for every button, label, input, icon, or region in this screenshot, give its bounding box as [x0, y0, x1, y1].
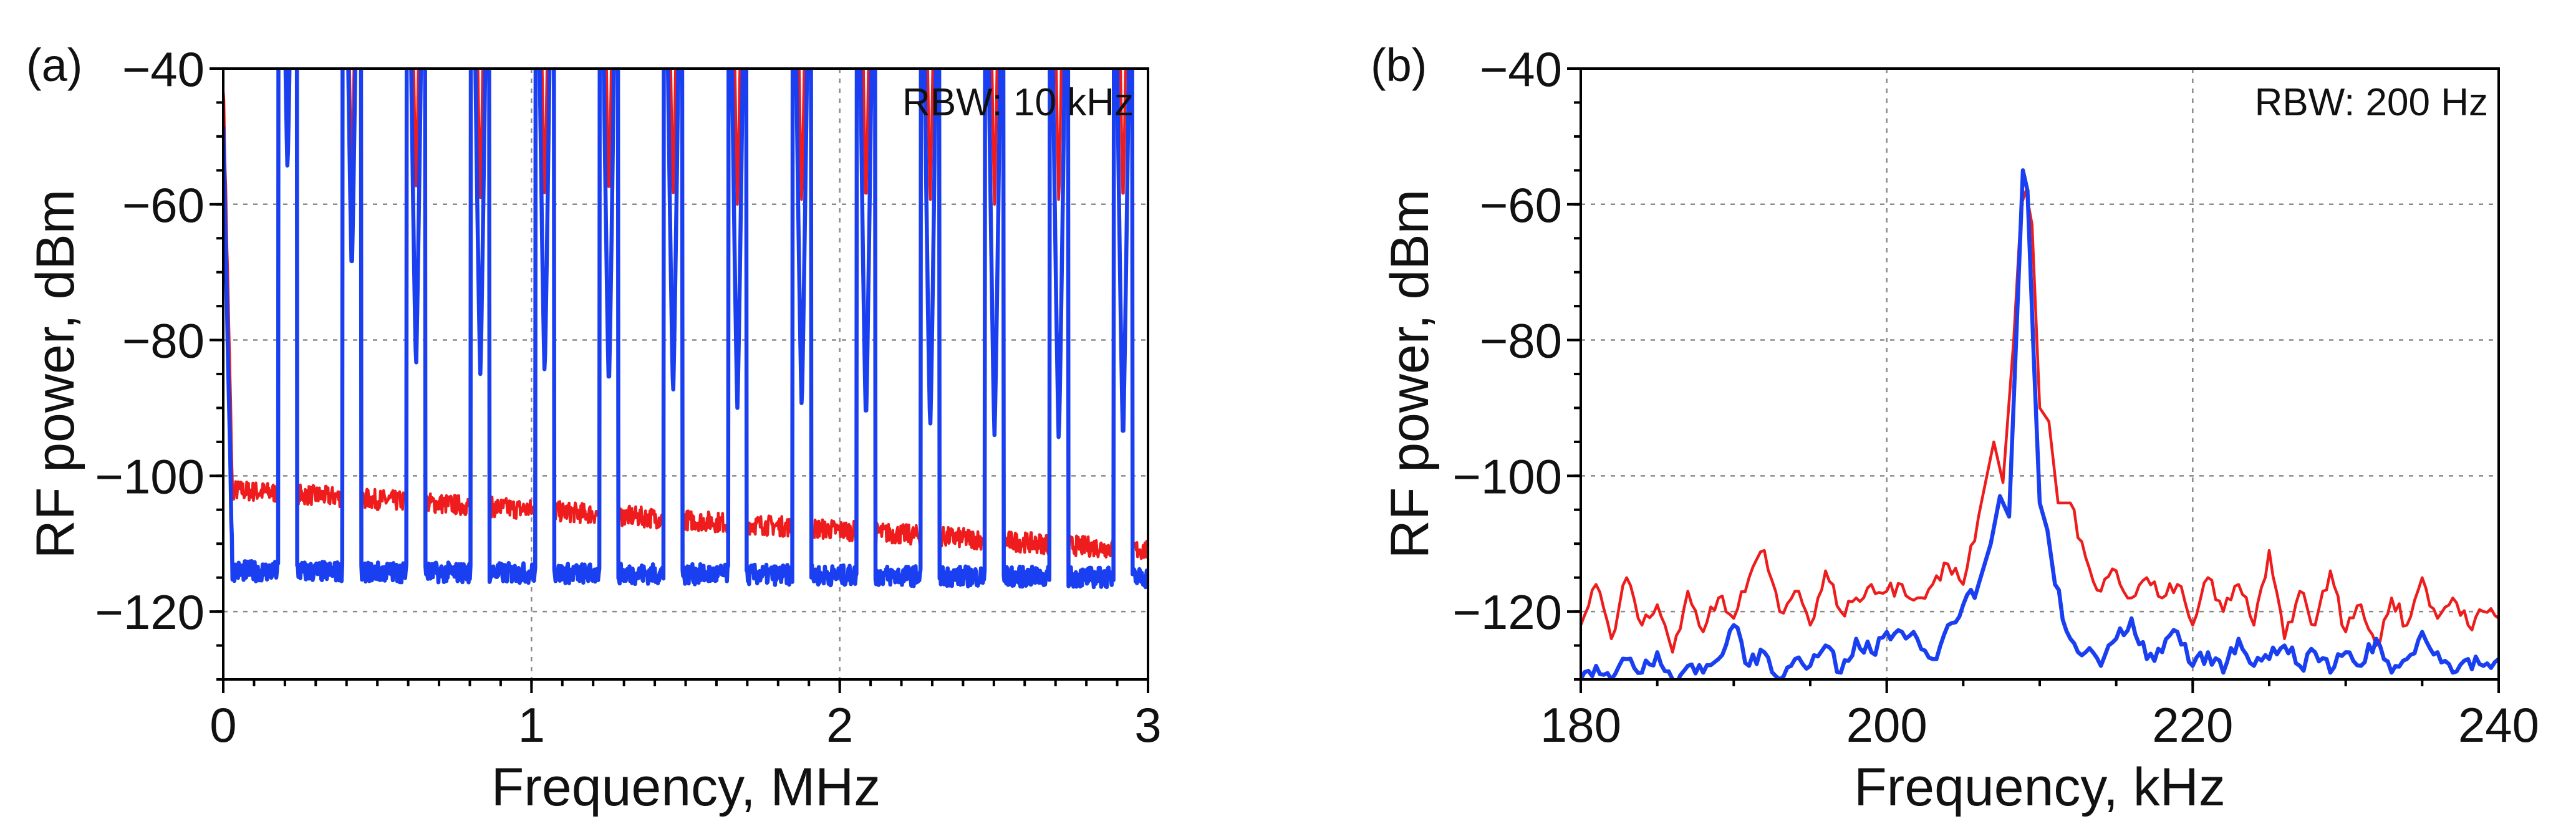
panel-label-b: (b) — [1371, 39, 1427, 91]
panel-b: 180 200 220 240 −40 −60 −80 −100 −120 (b) RBW: 2… — [1371, 39, 2539, 817]
y-tick-label: −60 — [122, 178, 205, 233]
rbw-annotation-a: RBW: 10 kHz — [902, 81, 1134, 124]
traces-a — [223, 69, 1148, 590]
x-tick-label: 200 — [1846, 698, 1927, 752]
y-tick-label: −40 — [1480, 42, 1562, 97]
x-tick-label: 0 — [210, 698, 236, 752]
plot-frame-b — [1580, 67, 2500, 681]
blue-trace-a — [223, 69, 1148, 590]
x-tick-label: 220 — [2152, 698, 2233, 752]
x-tick-label: 1 — [518, 698, 545, 752]
panel-a: 0 1 2 3 −40 −60 −80 −100 −120 (a) RBW: 10 kHz Fr… — [26, 39, 1162, 817]
red-trace-a — [223, 69, 1148, 560]
ticks-a: 0 1 2 3 −40 −60 −80 −100 −120 — [95, 42, 1161, 752]
x-tick-label: 2 — [826, 698, 853, 752]
y-tick-label: −80 — [1480, 314, 1562, 368]
blue-trace-b — [1581, 168, 2499, 679]
y-tick-label: −120 — [1452, 585, 1562, 640]
y-tick-label: −100 — [95, 449, 205, 504]
x-tick-label: 240 — [2458, 698, 2539, 752]
x-tick-label: 180 — [1540, 698, 1621, 752]
y-axis-label-b: RF power, dBm — [1380, 189, 1440, 559]
panel-label-a: (a) — [26, 39, 82, 91]
y-tick-label: −100 — [1452, 449, 1562, 504]
y-tick-label: −40 — [122, 42, 205, 97]
rbw-annotation-b: RBW: 200 Hz — [2255, 81, 2488, 124]
red-trace-b — [1581, 189, 2499, 654]
y-axis-label-a: RF power, dBm — [26, 189, 85, 559]
ticks-b: 180 200 220 240 −40 −60 −80 −100 −120 — [1452, 42, 2539, 752]
x-axis-label-a: Frequency, MHz — [491, 757, 880, 817]
x-tick-label: 3 — [1134, 698, 1161, 752]
grid-b — [1581, 69, 2499, 679]
x-axis-label-b: Frequency, kHz — [1854, 757, 2226, 817]
y-tick-label: −60 — [1480, 178, 1562, 233]
y-tick-label: −120 — [95, 585, 205, 640]
y-tick-label: −80 — [122, 314, 205, 368]
traces-b — [1581, 168, 2499, 679]
